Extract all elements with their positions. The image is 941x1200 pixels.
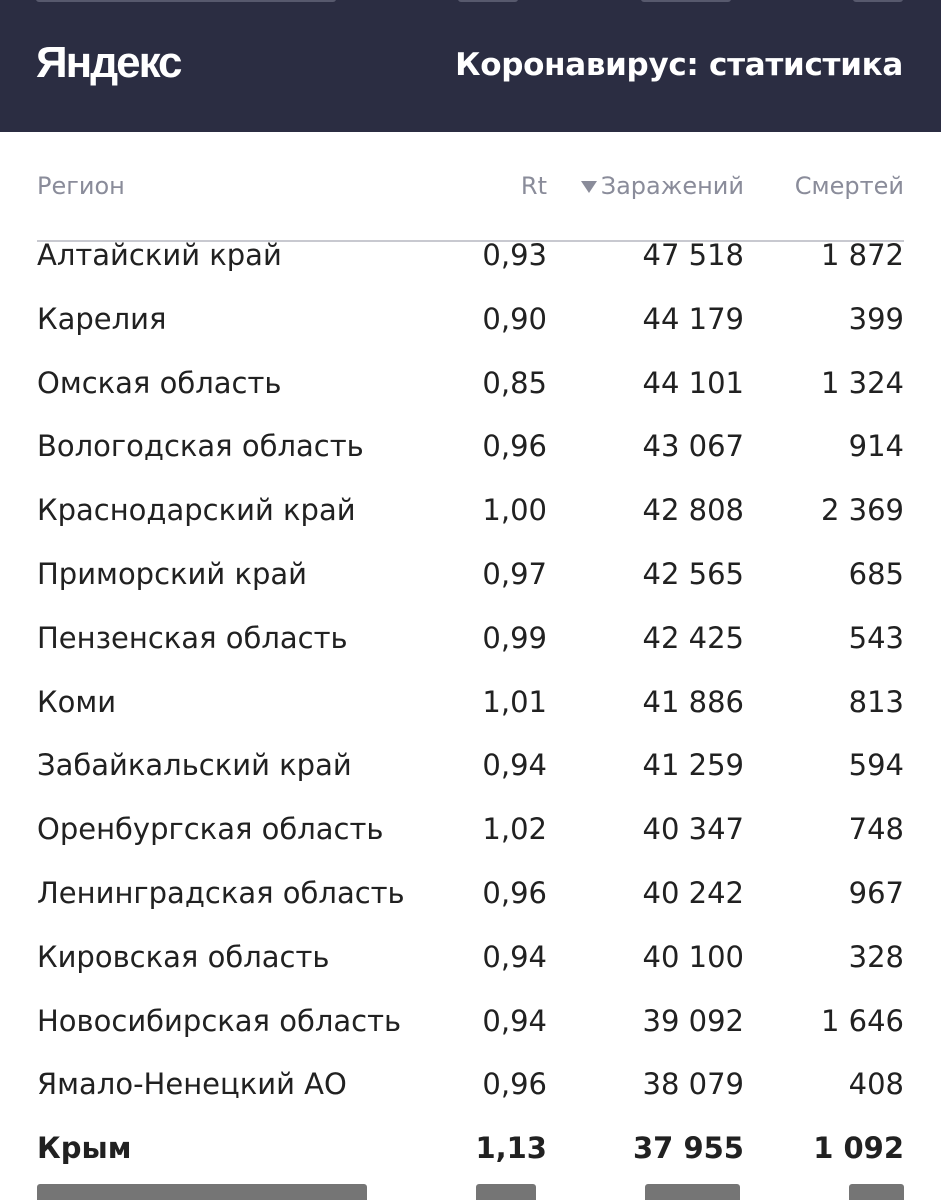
rt-cell: 1,02 [482, 812, 547, 847]
deaths-cell: 2 369 [820, 493, 904, 528]
infections-cell: 39 092 [642, 1003, 744, 1038]
rt-cell: 0,85 [482, 365, 547, 400]
rt-cell: 0,94 [482, 939, 547, 974]
region-cell: Алтайский край [37, 238, 282, 272]
deaths-cell: 328 [848, 939, 904, 974]
rt-cell: 1,01 [482, 684, 547, 719]
column-header-deaths[interactable]: Смертей [794, 172, 904, 200]
table-row[interactable]: Кировская область 0,94 40 100 328 [37, 926, 904, 990]
table-row[interactable]: Новосибирская область 0,94 39 092 1 646 [37, 990, 904, 1054]
column-header-infections[interactable]: Заражений [580, 172, 744, 200]
rt-cell: 0,99 [482, 620, 547, 655]
region-cell: Новосибирская область [37, 1003, 402, 1038]
column-header-rt[interactable]: Rt [520, 172, 547, 200]
table-row[interactable]: Карелия 0,90 44 179 399 [37, 288, 904, 352]
deaths-cell: 408 [848, 1067, 904, 1102]
infections-cell: 41 259 [642, 748, 744, 783]
region-cell: Вологодская область [37, 429, 364, 464]
infections-cell: 43 067 [642, 429, 744, 464]
partially-visible-row [37, 1184, 904, 1200]
table-row[interactable]: Ямало-Ненецкий АО 0,96 38 079 408 [37, 1053, 904, 1117]
region-cell: Забайкальский край [37, 748, 352, 783]
table-header: Регион Rt Заражений Смертей [37, 132, 904, 242]
rt-cell: 1,00 [482, 493, 547, 528]
sort-descending-icon [580, 181, 597, 193]
table-row[interactable]: Краснодарский край 1,00 42 808 2 369 [37, 479, 904, 543]
infections-cell: 42 425 [642, 620, 744, 655]
table-row[interactable]: Приморский край 0,97 42 565 685 [37, 543, 904, 607]
table-row[interactable]: Забайкальский край 0,94 41 259 594 [37, 734, 904, 798]
table-body: Алтайский край 0,93 47 518 1 872 Карелия 0,90… [37, 224, 904, 1181]
infections-cell: 40 100 [642, 939, 744, 974]
infections-cell: 42 565 [642, 556, 744, 591]
region-cell: Крым [37, 1131, 132, 1166]
app-header: Яндекс Коронавирус: статистика [0, 0, 941, 132]
covid-stats-table: Регион Rt Заражений Смертей Алтайский кр… [37, 132, 904, 1181]
rt-cell: 0,94 [482, 1003, 547, 1038]
infections-cell: 44 179 [642, 301, 744, 336]
deaths-cell: 1 092 [813, 1131, 904, 1166]
column-header-region[interactable]: Регион [37, 172, 125, 200]
infections-cell: 44 101 [642, 365, 744, 400]
region-cell: Карелия [37, 301, 167, 336]
region-cell: Кировская область [37, 939, 330, 974]
rt-cell: 0,96 [482, 1067, 547, 1102]
deaths-cell: 813 [848, 684, 904, 719]
column-header-infections-label: Заражений [600, 172, 744, 200]
region-cell: Омская область [37, 365, 282, 400]
infections-cell: 37 955 [633, 1131, 744, 1166]
table-row[interactable]: Вологодская область 0,96 43 067 914 [37, 415, 904, 479]
rt-cell: 1,13 [475, 1131, 547, 1166]
deaths-cell: 914 [848, 429, 904, 464]
infections-cell: 41 886 [642, 684, 744, 719]
region-cell: Ямало-Ненецкий АО [37, 1067, 347, 1102]
rt-cell: 0,97 [482, 556, 547, 591]
region-cell: Оренбургская область [37, 812, 384, 847]
infections-cell: 47 518 [642, 238, 744, 272]
infections-cell: 40 347 [642, 812, 744, 847]
region-cell: Краснодарский край [37, 493, 356, 528]
table-row[interactable]: Крым 1,13 37 955 1 092 [37, 1117, 904, 1181]
deaths-cell: 594 [848, 748, 904, 783]
yandex-logo[interactable]: Яндекс [36, 38, 183, 87]
deaths-cell: 399 [848, 301, 904, 336]
deaths-cell: 967 [848, 875, 904, 910]
page-title: Коронавирус: статистика [455, 47, 903, 83]
deaths-cell: 1 646 [820, 1003, 904, 1038]
rt-cell: 0,96 [482, 429, 547, 464]
deaths-cell: 1 324 [820, 365, 904, 400]
deaths-cell: 748 [848, 812, 904, 847]
rt-cell: 0,93 [482, 238, 547, 272]
infections-cell: 38 079 [642, 1067, 744, 1102]
rt-cell: 0,94 [482, 748, 547, 783]
deaths-cell: 543 [848, 620, 904, 655]
scrolled-content-fragment [36, 0, 903, 6]
infections-cell: 40 242 [642, 875, 744, 910]
region-cell: Пензенская область [37, 620, 348, 655]
table-row[interactable]: Коми 1,01 41 886 813 [37, 671, 904, 735]
rt-cell: 0,96 [482, 875, 547, 910]
region-cell: Ленинградская область [37, 875, 405, 910]
region-cell: Приморский край [37, 556, 308, 591]
deaths-cell: 1 872 [820, 238, 904, 272]
infections-cell: 42 808 [642, 493, 744, 528]
table-row[interactable]: Алтайский край 0,93 47 518 1 872 [37, 224, 904, 288]
table-row[interactable]: Ленинградская область 0,96 40 242 967 [37, 862, 904, 926]
region-cell: Коми [37, 684, 117, 719]
rt-cell: 0,90 [482, 301, 547, 336]
table-row[interactable]: Омская область 0,85 44 101 1 324 [37, 352, 904, 416]
deaths-cell: 685 [848, 556, 904, 591]
table-row[interactable]: Оренбургская область 1,02 40 347 748 [37, 798, 904, 862]
table-row[interactable]: Пензенская область 0,99 42 425 543 [37, 607, 904, 671]
